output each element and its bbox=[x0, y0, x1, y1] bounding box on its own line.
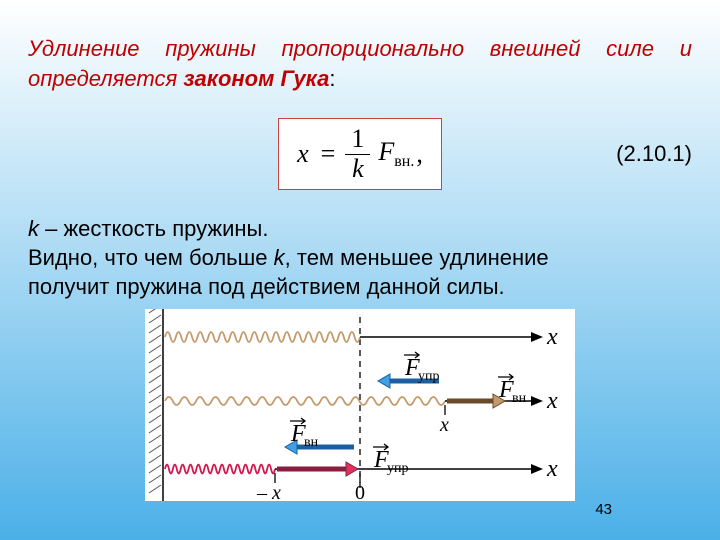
formula-row: x = 1 k Fвн. , (2.10.1) bbox=[28, 115, 692, 193]
svg-text:x: x bbox=[546, 388, 558, 414]
formula-frac: 1 k bbox=[345, 125, 370, 183]
lead-colon: : bbox=[329, 66, 335, 91]
body-l2k: k bbox=[274, 245, 285, 270]
svg-text:– x: – x bbox=[256, 482, 281, 501]
body-l3: получит пружина под действием данной сил… bbox=[28, 274, 505, 299]
svg-text:x: x bbox=[546, 456, 558, 482]
body-l2b: , тем меньшее удлинение bbox=[285, 245, 549, 270]
body-k: k bbox=[28, 216, 39, 241]
svg-text:упр: упр bbox=[387, 461, 409, 476]
svg-text:вн: вн bbox=[512, 391, 527, 406]
spring-diagram: xxFупрFвнxxFвнFупр– x0 bbox=[145, 309, 575, 501]
svg-text:x: x bbox=[439, 414, 449, 436]
formula-eq: = bbox=[321, 139, 336, 169]
formula-x: x bbox=[297, 139, 309, 169]
formula-num: 1 bbox=[345, 125, 370, 154]
equation-number: (2.10.1) bbox=[616, 141, 692, 167]
formula-F: Fвн. bbox=[378, 137, 414, 171]
svg-text:0: 0 bbox=[355, 482, 365, 501]
formula-comma: , bbox=[416, 139, 423, 169]
body-l1rest: – жесткость пружины. bbox=[39, 216, 268, 241]
page-number: 43 bbox=[595, 501, 612, 518]
formula-F-sym: F bbox=[378, 137, 394, 166]
lead-bold: законом Гука bbox=[183, 66, 329, 91]
body-l2a: Видно, что чем больше bbox=[28, 245, 274, 270]
lead-part1: Удлинение пружины пропорционально внешне… bbox=[28, 36, 692, 91]
body-text: k – жесткость пружины. Видно, что чем бо… bbox=[28, 215, 692, 301]
formula-box: x = 1 k Fвн. , bbox=[278, 118, 442, 190]
formula-den: k bbox=[346, 155, 370, 184]
formula-F-sub: вн. bbox=[394, 153, 414, 170]
svg-text:упр: упр bbox=[418, 369, 440, 384]
lead-text: Удлинение пружины пропорционально внешне… bbox=[28, 34, 692, 93]
svg-text:x: x bbox=[546, 324, 558, 350]
svg-text:вн: вн bbox=[304, 435, 319, 450]
